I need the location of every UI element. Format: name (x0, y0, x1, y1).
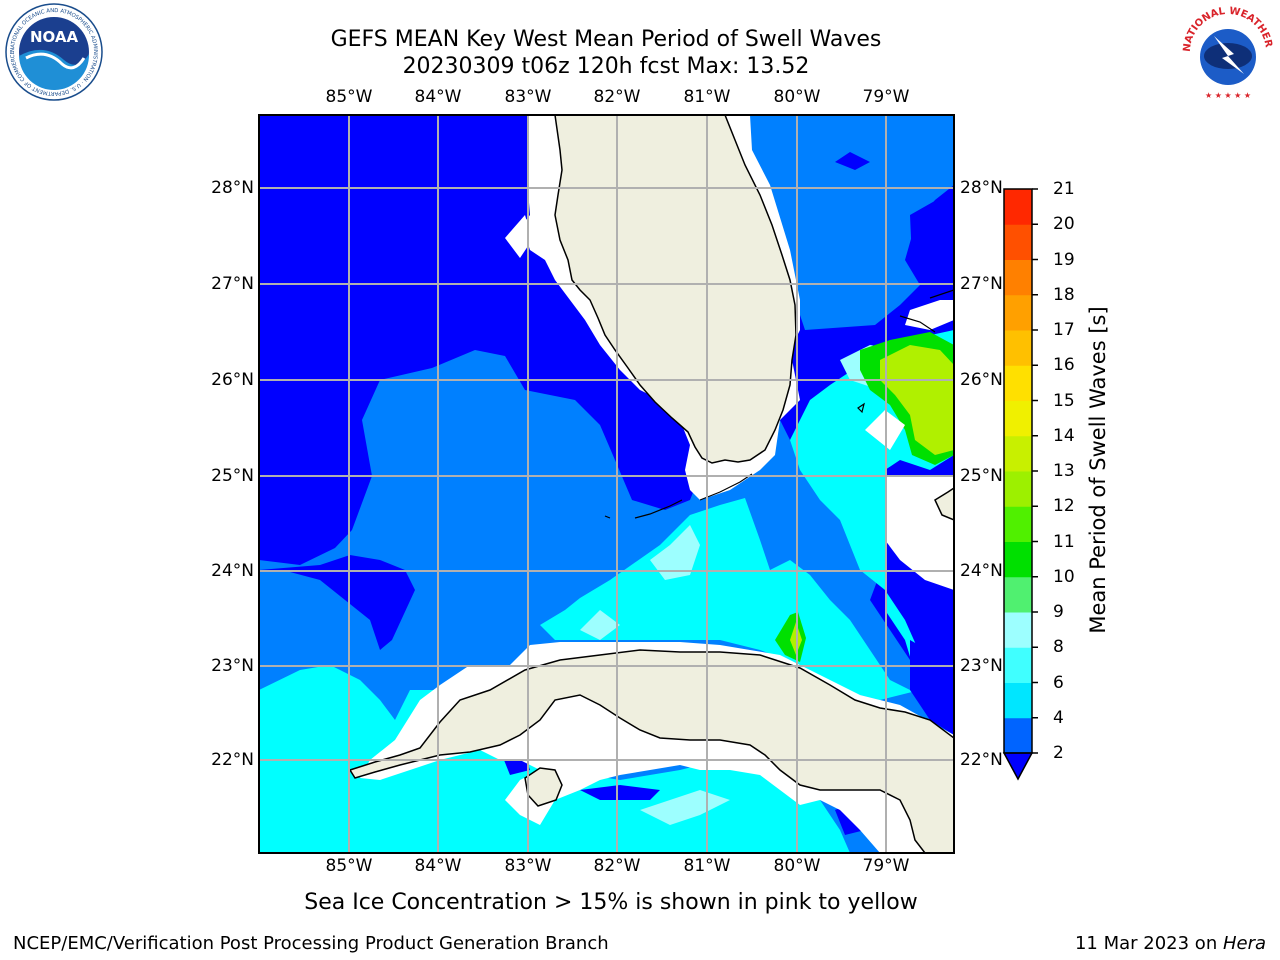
colorbar-tick-label: 20 (1053, 214, 1075, 235)
lat-tick-label: 23°N (960, 656, 1003, 676)
colorbar-tick-label: 16 (1053, 355, 1075, 376)
ocean-cyan-straits (540, 330, 954, 700)
lat-tick-label: 27°N (960, 274, 1003, 294)
lat-tick-label: 24°N (960, 561, 1003, 581)
colorbar-tick-label: 17 (1053, 320, 1075, 340)
colorbar-segment (1004, 541, 1032, 578)
lon-tick-label: 83°W (504, 856, 552, 876)
colorbar-segment (1004, 224, 1032, 260)
lon-tick-label: 79°W (862, 87, 910, 107)
colorbar-tick-label: 18 (1053, 284, 1075, 305)
colorbar-tick-label: 19 (1053, 249, 1075, 270)
colorbar-tick-label: 10 (1053, 566, 1075, 587)
colorbar-tick-label: 9 (1053, 602, 1064, 622)
colorbar-segment (1004, 471, 1032, 507)
lon-tick-label: 85°W (325, 87, 373, 107)
colorbar-tick-label: 6 (1053, 672, 1064, 693)
lat-tick-label: 28°N (211, 178, 254, 198)
footer-left: NCEP/EMC/Verification Post Processing Pr… (13, 933, 609, 954)
colorbar-segment (1004, 294, 1032, 331)
noaa-logo: NATIONAL OCEANIC AND ATMOSPHERIC ADMINIS… (5, 3, 103, 101)
land-bahamas (934, 487, 954, 521)
chart-subtitle: 20230309 t06z 120h fcst Max: 13.52 (402, 54, 810, 79)
colorbar-segment (1004, 259, 1032, 296)
ocean-light-cyan (650, 525, 700, 580)
colorbar-tick-label: 12 (1053, 496, 1075, 517)
swell-green-cuba (775, 612, 806, 662)
colorbar-segment (1004, 506, 1032, 542)
noaa-text: NOAA (30, 28, 79, 46)
swell-yellow-green-atlantic (880, 345, 954, 455)
nws-logo: NATIONAL WEATHER SERVICE ★ ★ ★ ★ ★ (1178, 2, 1276, 100)
lat-tick-label: 28°N (960, 178, 1003, 198)
colorbar-tick-label: 13 (1053, 461, 1075, 481)
colorbar-segment (1004, 365, 1032, 401)
lat-tick-label: 25°N (960, 466, 1003, 486)
lat-tick-label: 25°N (211, 466, 254, 486)
lon-tick-label: 80°W (773, 856, 821, 876)
colorbar-segment (1004, 717, 1032, 754)
colorbar-segment (1004, 400, 1032, 437)
colorbar-segment (1004, 330, 1032, 366)
land-cuba (348, 649, 954, 853)
lon-tick-label: 85°W (325, 856, 373, 876)
colorbar-tick-label: 8 (1053, 637, 1064, 658)
colorbar-tick-label: 14 (1053, 425, 1075, 446)
colorbar-extend-min (1002, 752, 1034, 781)
colorbar-tick-label: 2 (1053, 743, 1064, 763)
footer-right: 11 Mar 2023 on Hera (1074, 933, 1266, 954)
svg-text:★ ★ ★ ★ ★: ★ ★ ★ ★ ★ (1205, 91, 1251, 100)
lat-tick-label: 23°N (211, 656, 254, 676)
footer-host: Hera (1222, 933, 1266, 954)
lat-tick-label: 27°N (211, 274, 254, 294)
colorbar-tick-label: 11 (1053, 531, 1075, 552)
colorbar-segment (1004, 682, 1032, 719)
map-gridlines (259, 115, 954, 853)
colorbar-segment (1004, 189, 1032, 225)
colorbar-segment (1004, 435, 1032, 472)
colorbar-segment (1004, 576, 1032, 613)
lon-tick-label: 82°W (593, 87, 641, 107)
land-florida (554, 115, 797, 464)
colorbar-tick-label: 15 (1053, 390, 1075, 411)
lat-tick-label: 22°N (211, 750, 254, 770)
lon-tick-label: 80°W (773, 87, 821, 107)
lon-tick-label: 81°W (683, 87, 731, 107)
lat-tick-label: 24°N (211, 561, 254, 581)
lat-tick-label: 22°N (960, 750, 1003, 770)
lon-tick-label: 83°W (504, 87, 552, 107)
colorbar-tick-label: 4 (1053, 707, 1064, 728)
colorbar-segment (1004, 647, 1032, 683)
colorbar-segment (1004, 612, 1032, 648)
chart-title: GEFS MEAN Key West Mean Period of Swell … (330, 27, 882, 52)
lon-tick-label: 82°W (593, 856, 641, 876)
lon-tick-label: 79°W (862, 856, 910, 876)
sea-ice-note: Sea Ice Concentration > 15% is shown in … (304, 890, 918, 915)
ocean-mid-blue-atlantic (750, 115, 954, 330)
ocean-dark-blue-lobe (259, 555, 415, 650)
lon-tick-label: 84°W (414, 856, 462, 876)
lon-tick-label: 81°W (683, 856, 731, 876)
lat-tick-label: 26°N (960, 370, 1003, 390)
colorbar-tick-label: 21 (1053, 179, 1075, 199)
land-isla-juventud (524, 767, 563, 807)
map-frame (258, 114, 955, 854)
lon-tick-label: 84°W (414, 87, 462, 107)
lat-tick-label: 26°N (211, 370, 254, 390)
colorbar-title: Mean Period of Swell Waves [s] (1086, 306, 1110, 634)
